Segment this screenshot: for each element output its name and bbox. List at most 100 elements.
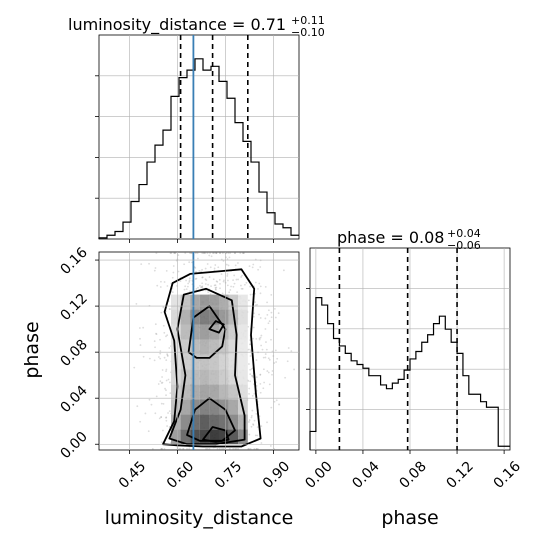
scatter-point (241, 274, 243, 277)
scatter-point (282, 269, 285, 272)
scatter-point (161, 369, 164, 371)
scatter-point (254, 304, 257, 307)
scatter-point (148, 398, 151, 401)
scatter-point (160, 416, 163, 418)
scatter-point (237, 262, 239, 264)
scatter-point (249, 350, 252, 352)
scatter-point (172, 271, 175, 274)
density-cell (199, 369, 210, 385)
scatter-point (208, 447, 211, 450)
scatter-point (190, 252, 193, 255)
scatter-point (133, 366, 136, 369)
scatter-point (207, 291, 210, 294)
scatter-point (270, 293, 273, 296)
scatter-point (160, 382, 163, 384)
scatter-point (161, 429, 164, 432)
scatter-point (239, 252, 242, 255)
scatter-point (251, 375, 254, 378)
density-cell (171, 339, 181, 355)
scatter-point (187, 282, 190, 285)
scatter-point (248, 265, 251, 268)
scatter-point (176, 285, 178, 287)
scatter-point (249, 373, 252, 376)
scatter-point (216, 280, 219, 283)
density-cell (180, 354, 191, 370)
scatter-point (139, 337, 141, 340)
scatter-point (259, 317, 262, 319)
scatter-point (259, 292, 262, 295)
scatter-point (266, 421, 268, 424)
scatter-point (259, 285, 262, 288)
scatter-point (227, 252, 230, 255)
scatter-point (226, 275, 229, 277)
scatter-point (214, 264, 217, 266)
scatter-point (208, 276, 211, 278)
scatter-point (220, 273, 223, 276)
scatter-point (225, 263, 228, 266)
scatter-point (184, 252, 187, 255)
scatter-point (266, 301, 268, 304)
density-cell (209, 294, 219, 310)
scatter-point (255, 359, 258, 361)
scatter-point (227, 264, 230, 267)
scatter-point (264, 353, 267, 355)
y-tick-label: 0.08 (57, 337, 90, 370)
scatter-point (240, 287, 243, 290)
density-cell (199, 384, 210, 400)
density-cell (228, 369, 239, 385)
density-cell (190, 294, 200, 310)
contour-line (186, 397, 236, 442)
density-cell (238, 294, 248, 310)
scatter-point (179, 447, 182, 450)
scatter-point (275, 399, 278, 402)
scatter-point (148, 357, 151, 360)
scatter-point (188, 280, 191, 283)
scatter-point (270, 311, 273, 314)
scatter-point (218, 278, 221, 281)
scatter-point (159, 357, 162, 360)
scatter-point (259, 382, 262, 385)
scatter-point (237, 447, 240, 450)
scatter-point (253, 447, 256, 450)
scatter-point (155, 332, 157, 335)
scatter-point (165, 335, 167, 338)
scatter-point (160, 402, 163, 405)
scatter-point (201, 276, 204, 279)
scatter-point (138, 327, 141, 329)
scatter-point (260, 344, 263, 347)
scatter-point (259, 391, 262, 394)
density-cell (209, 384, 219, 400)
scatter-point (186, 285, 189, 288)
scatter-point (222, 447, 225, 450)
scatter-point (252, 424, 255, 426)
scatter-point (198, 269, 201, 272)
scatter-point (259, 336, 262, 339)
scatter-point (252, 423, 254, 426)
contour-line (208, 320, 225, 334)
scatter-point (168, 308, 171, 310)
x-tick-label: 0.00 (302, 458, 335, 491)
scatter-point (204, 289, 207, 292)
scatter-point (197, 257, 199, 260)
scatter-point (253, 392, 256, 395)
scatter-point (264, 285, 267, 288)
scatter-point (229, 289, 232, 291)
scatter-point (155, 333, 158, 336)
scatter-point (174, 252, 177, 255)
scatter-point (203, 252, 206, 255)
scatter-point (165, 270, 168, 272)
scatter-point (221, 447, 223, 450)
scatter-point (205, 279, 208, 282)
scatter-point (251, 409, 254, 412)
scatter-point (163, 447, 166, 450)
contour-line (162, 268, 262, 448)
scatter-point (252, 263, 255, 266)
scatter-point (208, 254, 211, 257)
scatter-point (221, 252, 224, 255)
scatter-point (182, 447, 184, 450)
density-cell (219, 384, 229, 400)
scatter-point (210, 285, 212, 288)
x-tick-label: 0.16 (491, 458, 524, 491)
scatter-point (252, 315, 255, 318)
